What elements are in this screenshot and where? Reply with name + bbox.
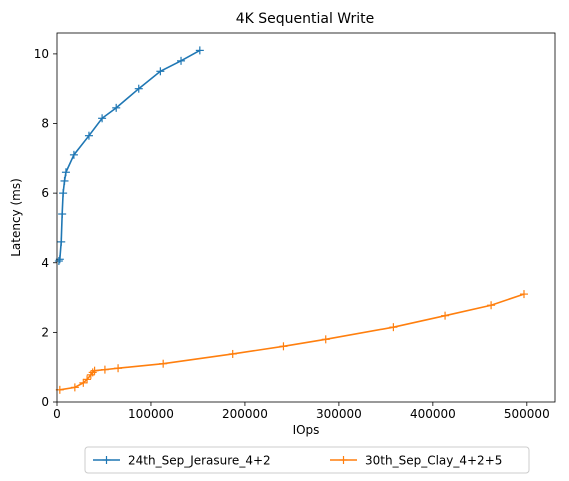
data-point-marker — [195, 46, 204, 55]
axes-frame — [56, 32, 556, 403]
x-tick-label: 0 — [53, 407, 61, 421]
x-tick-label: 200000 — [222, 407, 268, 421]
y-tick-label: 4 — [41, 256, 49, 270]
plot-area — [54, 46, 528, 394]
legend-item[interactable]: 30th_Sep_Clay_4+2+5 — [330, 454, 502, 468]
data-point-marker — [114, 364, 123, 373]
data-point-marker — [60, 176, 69, 185]
y-tick-label: 6 — [41, 186, 49, 200]
x-tick-label: 500000 — [504, 407, 550, 421]
legend-item[interactable]: 24th_Sep_Jerasure_4+2 — [93, 454, 271, 468]
y-tick-label: 0 — [41, 395, 49, 409]
chart-title: 4K Sequential Write — [236, 11, 375, 27]
series-2 — [55, 290, 528, 394]
data-point-marker — [112, 103, 121, 112]
data-point-marker — [134, 84, 143, 93]
x-axis-label: IOps — [293, 423, 320, 437]
data-point-marker — [487, 301, 496, 310]
legend-label: 30th_Sep_Clay_4+2+5 — [365, 454, 502, 468]
data-point-marker — [61, 168, 70, 177]
data-point-marker — [159, 359, 168, 368]
series-line — [59, 293, 525, 391]
data-point-marker — [84, 131, 93, 140]
data-point-marker — [69, 150, 78, 159]
series-1 — [54, 46, 204, 266]
series-line — [58, 49, 201, 262]
data-point-marker — [59, 189, 68, 198]
data-point-marker — [57, 237, 66, 246]
x-axis: 0 100000 200000 300000 400000 500000 — [53, 402, 550, 421]
data-point-marker — [279, 342, 288, 351]
data-point-marker — [389, 323, 398, 332]
legend-label: 24th_Sep_Jerasure_4+2 — [128, 454, 271, 468]
data-point-marker — [156, 67, 165, 76]
data-point-marker — [58, 210, 67, 219]
data-point-marker — [79, 378, 88, 387]
y-axis-label: Latency (ms) — [9, 178, 23, 257]
data-point-marker — [100, 365, 109, 374]
y-tick-label: 8 — [41, 117, 49, 131]
x-tick-label: 400000 — [410, 407, 456, 421]
data-point-marker — [441, 311, 450, 320]
data-point-marker — [70, 383, 79, 392]
data-point-marker — [54, 257, 63, 266]
x-tick-label: 100000 — [128, 407, 174, 421]
data-point-marker — [88, 368, 97, 377]
y-tick-label: 2 — [41, 325, 49, 339]
y-tick-label: 10 — [34, 47, 49, 61]
data-point-marker — [83, 375, 92, 384]
data-point-marker — [98, 114, 107, 123]
legend-box — [84, 446, 530, 474]
data-point-marker — [519, 290, 528, 299]
data-point-marker — [228, 349, 237, 358]
y-axis: 0 2 4 6 8 10 — [34, 47, 57, 409]
data-point-marker — [177, 56, 186, 65]
legend[interactable]: 24th_Sep_Jerasure_4+2 30th_Sep_Clay_4+2+5 — [84, 446, 530, 474]
data-point-marker — [90, 366, 99, 375]
data-point-marker — [321, 335, 330, 344]
x-tick-label: 300000 — [316, 407, 362, 421]
